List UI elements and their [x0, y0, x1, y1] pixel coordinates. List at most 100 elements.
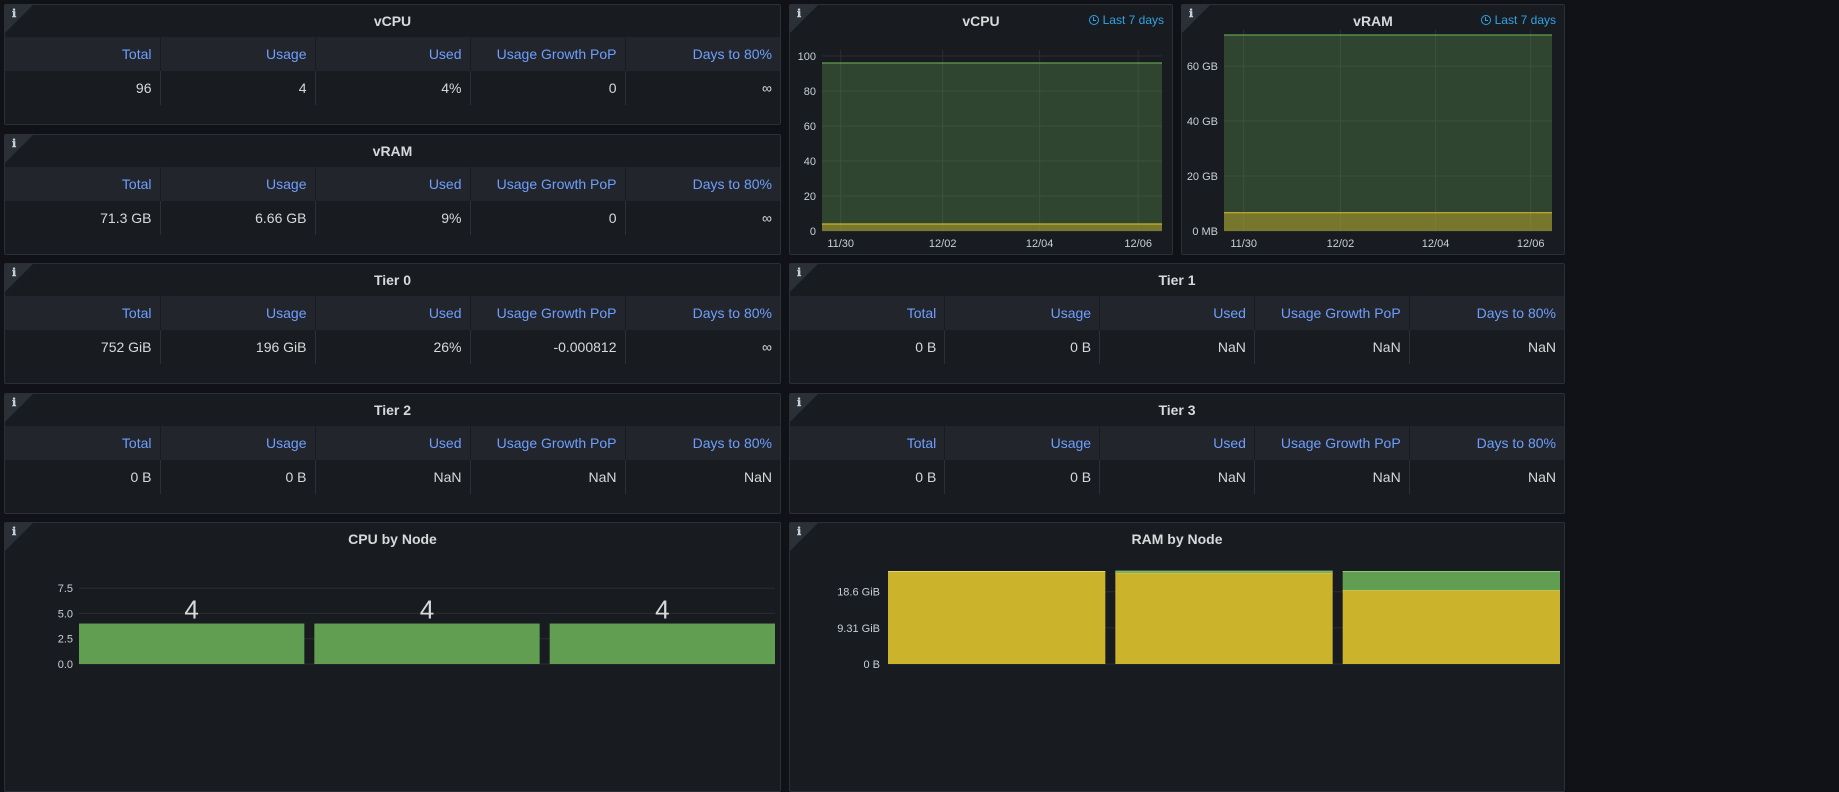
table-header-row: Total Usage Used Usage Growth PoP Days t…: [5, 167, 780, 201]
panel-title[interactable]: Tier 2: [373, 402, 412, 418]
info-corner[interactable]: [5, 5, 33, 33]
column-header-usage[interactable]: Usage: [160, 37, 316, 71]
info-corner[interactable]: [790, 523, 818, 551]
info-icon[interactable]: ℹ: [12, 525, 17, 538]
info-corner[interactable]: [5, 264, 33, 292]
column-header-days[interactable]: Days to 80%: [625, 426, 780, 460]
panel-title[interactable]: CPU by Node: [348, 531, 437, 547]
info-corner[interactable]: [5, 135, 33, 163]
y-tick-label: 7.5: [58, 583, 73, 595]
vram-timeseries-chart[interactable]: 0 MB 20 GB 40 GB 60 GB 11/30 12/02 12/04 12/06: [1182, 5, 1565, 255]
column-header-used[interactable]: Used: [315, 426, 471, 460]
vram-timeseries-panel: ℹ vRAM Last 7 days 0 MB 20 GB 40 GB 60 GB 11…: [1181, 4, 1565, 255]
info-corner[interactable]: [5, 394, 33, 422]
panel-title[interactable]: vRAM: [372, 143, 413, 159]
column-header-usage[interactable]: Usage: [160, 296, 316, 330]
column-header-used[interactable]: Used: [1099, 426, 1255, 460]
column-header-used[interactable]: Used: [1099, 296, 1255, 330]
info-corner[interactable]: [790, 264, 818, 292]
column-header-growth[interactable]: Usage Growth PoP: [470, 296, 626, 330]
column-header-used[interactable]: Used: [315, 296, 471, 330]
info-icon[interactable]: ℹ: [797, 7, 802, 20]
info-corner[interactable]: [5, 523, 33, 551]
cell-used: NaN: [1099, 330, 1255, 364]
ram-by-node-chart[interactable]: 0 B 9.31 GiB 18.6 GiB: [790, 523, 1565, 792]
cell-days: ∞: [762, 80, 772, 96]
info-corner[interactable]: [790, 5, 818, 33]
panel-title[interactable]: RAM by Node: [1131, 531, 1223, 547]
x-tick-label: 11/30: [1230, 238, 1257, 250]
column-header-growth[interactable]: Usage Growth PoP: [1254, 296, 1410, 330]
info-icon[interactable]: ℹ: [797, 525, 802, 538]
cell-used: NaN: [315, 460, 471, 494]
column-header-total[interactable]: Total: [5, 37, 161, 71]
cell-days: ∞: [762, 210, 772, 226]
panel-title[interactable]: vCPU: [962, 13, 1000, 29]
column-header-days[interactable]: Days to 80%: [1409, 296, 1564, 330]
panel-title[interactable]: vRAM: [1353, 13, 1393, 29]
column-header-days[interactable]: Days to 80%: [1409, 426, 1564, 460]
panel-title[interactable]: vCPU: [373, 13, 412, 29]
column-header-growth[interactable]: Usage Growth PoP: [470, 167, 626, 201]
y-tick-label: 40 GB: [1187, 116, 1218, 128]
vcpu-timeseries-chart[interactable]: 0 20 40 60 80 100 11/30 12/02 12/04 12/06: [790, 5, 1173, 255]
info-corner[interactable]: [790, 394, 818, 422]
bar-segment-free: [1115, 571, 1333, 573]
time-range-badge[interactable]: Last 7 days: [1088, 13, 1164, 27]
column-header-used[interactable]: Used: [315, 167, 471, 201]
column-header-days[interactable]: Days to 80%: [625, 37, 780, 71]
bar-data-label: 4: [655, 595, 669, 625]
column-header-total[interactable]: Total: [790, 296, 946, 330]
time-range-badge[interactable]: Last 7 days: [1480, 13, 1556, 27]
panel-title[interactable]: Tier 1: [1158, 272, 1196, 288]
x-tick-label: 12/02: [929, 238, 957, 250]
info-icon[interactable]: ℹ: [12, 137, 17, 150]
column-header-usage[interactable]: Usage: [160, 167, 316, 201]
table-row: 71.3 GB 6.66 GB 9% 0 ∞: [5, 201, 780, 235]
cpu-by-node-panel: ℹ CPU by Node 0.0 2.5 5.0 7.5 4 4 4: [4, 522, 781, 792]
column-header-total[interactable]: Total: [5, 167, 161, 201]
cpu-by-node-chart[interactable]: 0.0 2.5 5.0 7.5 4 4 4: [5, 523, 781, 792]
column-header-used[interactable]: Used: [315, 37, 471, 71]
info-icon[interactable]: ℹ: [1189, 7, 1194, 20]
column-header-usage[interactable]: Usage: [944, 426, 1101, 460]
table-header-row: Total Usage Used Usage Growth PoP Days t…: [5, 37, 780, 71]
info-icon[interactable]: ℹ: [797, 396, 802, 409]
x-tick-label: 12/06: [1124, 238, 1152, 250]
bar: [79, 623, 305, 664]
bar-segment-used: [888, 571, 1106, 664]
cell-usage: 4: [160, 71, 316, 105]
x-tick-label: 12/02: [1327, 238, 1355, 250]
cell-growth: -0.000812: [470, 330, 626, 364]
table-header-row: Total Usage Used Usage Growth PoP Days t…: [5, 426, 780, 460]
info-corner[interactable]: [1182, 5, 1210, 33]
cell-total: 0 B: [790, 330, 946, 364]
info-icon[interactable]: ℹ: [12, 7, 17, 20]
cell-usage: 6.66 GB: [160, 201, 316, 235]
time-range-label: Last 7 days: [1494, 13, 1556, 27]
column-header-growth[interactable]: Usage Growth PoP: [1254, 426, 1410, 460]
panel-title[interactable]: Tier 3: [1158, 402, 1196, 418]
tier2-table-panel: ℹ Tier 2 Total Usage Used Usage Growth P…: [4, 393, 781, 514]
column-header-total[interactable]: Total: [790, 426, 946, 460]
x-tick-label: 11/30: [827, 238, 854, 250]
y-tick-label: 0: [810, 226, 816, 238]
cell-days: NaN: [743, 469, 772, 485]
column-header-days[interactable]: Days to 80%: [625, 296, 780, 330]
column-header-usage[interactable]: Usage: [160, 426, 316, 460]
y-tick-label: 20 GB: [1187, 171, 1218, 183]
y-tick-label: 9.31 GiB: [837, 623, 880, 635]
clock-icon: [1480, 15, 1491, 25]
cell-total: 96: [5, 71, 161, 105]
column-header-total[interactable]: Total: [5, 296, 161, 330]
info-icon[interactable]: ℹ: [12, 266, 17, 279]
panel-title[interactable]: Tier 0: [373, 272, 412, 288]
column-header-growth[interactable]: Usage Growth PoP: [470, 426, 626, 460]
stat-table: Total Usage Used Usage Growth PoP Days t…: [790, 296, 1564, 364]
column-header-usage[interactable]: Usage: [944, 296, 1101, 330]
column-header-total[interactable]: Total: [5, 426, 161, 460]
column-header-days[interactable]: Days to 80%: [625, 167, 780, 201]
info-icon[interactable]: ℹ: [12, 396, 17, 409]
info-icon[interactable]: ℹ: [797, 266, 802, 279]
column-header-growth[interactable]: Usage Growth PoP: [470, 37, 626, 71]
